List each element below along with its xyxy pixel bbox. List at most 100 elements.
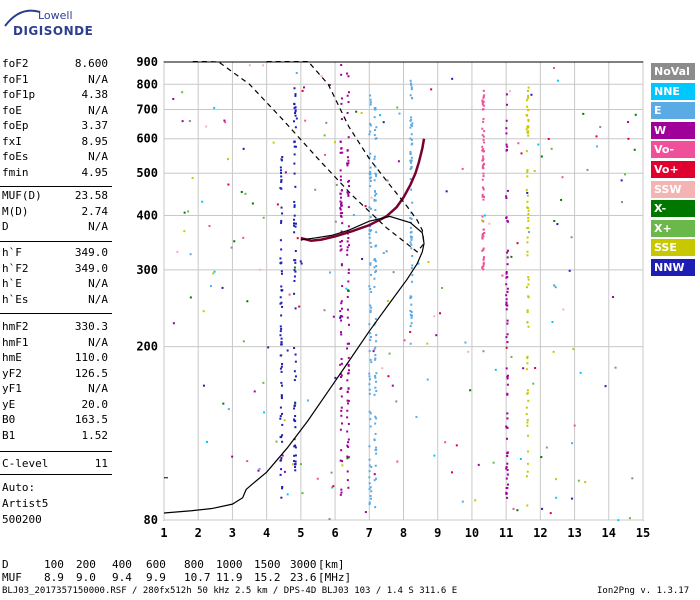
noise-dot	[381, 367, 384, 370]
noise-dot	[385, 250, 388, 253]
echo-dot	[482, 135, 485, 138]
echo-dot	[482, 186, 485, 189]
echo-dot	[279, 239, 282, 242]
noise-dot	[554, 478, 557, 481]
param-value: N/A	[88, 103, 108, 117]
echo-dot	[346, 249, 349, 252]
legend-item: NNE	[651, 82, 695, 100]
noise-dot	[242, 340, 245, 343]
param-row: h`F 349.0	[2, 246, 108, 260]
echo-dot	[481, 145, 484, 148]
echo-dot	[293, 204, 296, 207]
echo-dot	[368, 503, 371, 506]
muf-cell: 9.0	[76, 571, 96, 584]
echo-dot	[506, 412, 509, 415]
echo-dot	[527, 130, 530, 133]
echo-dot	[369, 98, 372, 101]
echo-dot	[411, 264, 414, 267]
echo-dot	[346, 455, 349, 458]
echo-dot	[368, 156, 371, 159]
echo-dot	[294, 454, 297, 457]
echo-dot	[526, 227, 529, 230]
echo-dot	[369, 122, 372, 125]
echo-dot	[339, 192, 342, 195]
echo-dot	[346, 379, 349, 382]
echo-dot	[506, 377, 509, 380]
noise-dot	[223, 119, 226, 122]
param-value: N/A	[88, 220, 108, 233]
param-name: yF1	[2, 382, 22, 395]
echo-dot	[375, 446, 378, 449]
echo-dot	[370, 335, 373, 338]
noise-dot	[334, 376, 337, 379]
echo-dot	[340, 300, 343, 303]
echo-dot	[281, 487, 284, 490]
echo-dot	[374, 346, 377, 349]
echo-dot	[369, 124, 372, 127]
echo-dot	[368, 323, 371, 326]
param-row: yE 20.0	[2, 398, 108, 412]
echo-dot	[368, 233, 371, 236]
echo-dot	[369, 425, 372, 428]
echo-dot	[340, 395, 343, 398]
echo-dot	[347, 441, 350, 444]
echo-dot	[482, 263, 485, 266]
echo-dot	[483, 163, 486, 166]
param-row: yF1 N/A	[2, 382, 108, 396]
echo-dot	[526, 241, 529, 244]
echo-dot	[340, 201, 343, 204]
echo-dot	[281, 423, 284, 426]
echo-dot	[369, 207, 372, 210]
echo-dot	[339, 212, 342, 215]
noise-dot	[512, 507, 515, 510]
echo-dot	[526, 389, 529, 392]
echo-dot	[347, 159, 350, 162]
noise-dot	[183, 211, 186, 214]
param-value: 126.5	[74, 366, 108, 380]
echo-dot	[370, 490, 373, 493]
noise-dot	[284, 171, 287, 174]
y-tick-label: 600	[136, 132, 158, 146]
noise-dot	[325, 121, 328, 124]
noise-dot	[426, 342, 429, 345]
noise-dot	[360, 111, 363, 114]
echo-dot	[506, 290, 509, 293]
noise-dot	[579, 371, 582, 374]
legend-item: Vo+	[651, 161, 695, 178]
muf-cell: 3000	[290, 558, 317, 571]
echo-dot	[369, 241, 372, 244]
noise-dot	[522, 367, 525, 370]
echo-dot	[482, 256, 485, 259]
echo-dot	[526, 418, 529, 421]
echo-dot	[280, 272, 283, 275]
echo-dot	[346, 391, 349, 394]
echo-dot	[411, 97, 414, 100]
echo-dot	[339, 245, 342, 248]
echo-dot	[280, 206, 283, 209]
param-name: MUF(D)	[2, 189, 42, 202]
echo-dot	[294, 460, 297, 463]
echo-dot	[294, 110, 297, 113]
echo-dot	[409, 231, 412, 234]
echo-dot	[505, 467, 508, 470]
param-name: hmF2	[2, 320, 29, 333]
noise-dot	[627, 121, 630, 124]
logo-text-top: Lowell	[38, 9, 73, 22]
echo-dot	[347, 372, 350, 375]
echo-dot	[526, 96, 529, 99]
noise-dot	[469, 389, 472, 392]
echo-dot	[346, 191, 349, 194]
echo-dot	[506, 417, 509, 420]
echo-dot	[346, 308, 349, 311]
echo-dot	[409, 150, 412, 153]
noise-dot	[202, 384, 205, 387]
echo-dot	[409, 126, 412, 129]
echo-dot	[293, 292, 296, 295]
param-value: 349.0	[74, 261, 108, 275]
echo-dot	[280, 285, 283, 288]
noise-dot	[262, 64, 265, 67]
echo-dot	[346, 479, 349, 482]
noise-dot	[248, 64, 251, 67]
echo-dot	[293, 275, 296, 278]
